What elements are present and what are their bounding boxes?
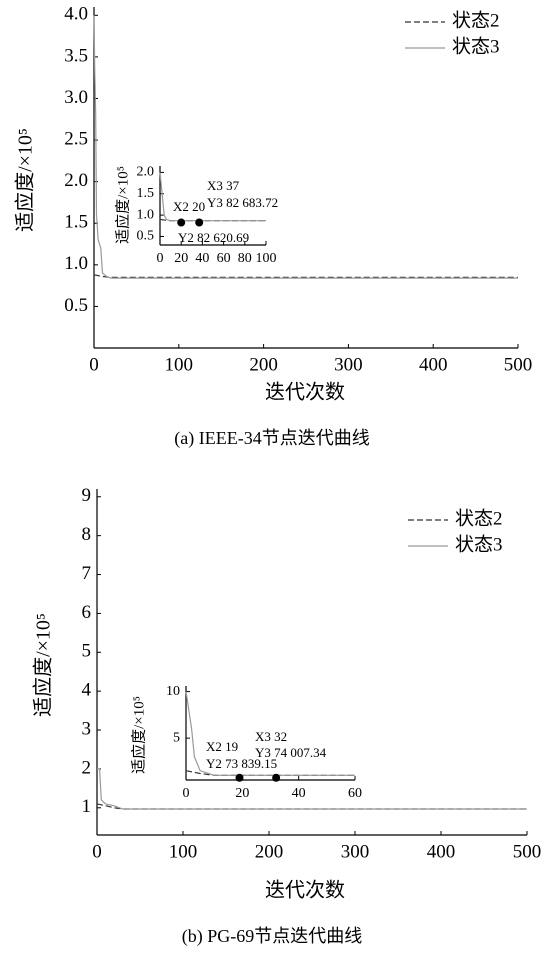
x-tick-label: 20 [174,251,188,266]
x-tick-label: 500 [513,841,542,862]
x-tick-label: 80 [238,251,252,266]
x-axis-label: 迭代次数 [265,879,345,902]
x-tick-label: 100 [165,354,194,375]
series-line [159,172,266,222]
y-tick-label: 2.5 [64,128,88,149]
x-tick-label: 40 [195,251,209,266]
x-tick-label: 40 [292,786,306,801]
x-tick-label: 0 [157,251,164,266]
x-tick-label: 20 [235,786,249,801]
annotation: Y2 73 839.15 [206,756,277,771]
annotation: Y3 74 007.34 [255,745,327,760]
y-tick-label: 4 [82,680,92,701]
inset-y-axis-label: 适应度/×10⁵ [129,696,147,774]
x-tick-label: 400 [419,354,448,375]
annotation: Y2 82 620.69 [178,230,249,245]
series-line [93,15,518,279]
y-tick-label: 10 [166,684,180,699]
x-tick-label: 0 [92,841,102,862]
x-tick-label: 500 [504,354,533,375]
legend-label: 状态2 [455,507,503,529]
x-tick-label: 300 [334,354,363,375]
point-marker [195,218,204,227]
caption: (a) IEEE-34节点迭代曲线 [174,428,369,449]
y-tick-label: 1.0 [137,207,155,222]
y-tick-label: 5 [82,641,92,662]
y-tick-label: 5 [173,730,180,745]
y-tick-label: 9 [82,485,92,506]
y-axis-label: 适应度/×10⁵ [32,613,55,717]
series-line [185,770,355,776]
y-tick-label: 2.0 [137,165,155,180]
y-tick-label: 2.0 [64,170,88,191]
annotation: X3 37 [207,178,240,193]
point-marker [235,773,244,782]
inset-y-axis-label: 适应度/×10⁵ [113,166,131,244]
legend-label: 状态2 [452,9,500,31]
y-tick-label: 1.5 [137,186,155,201]
annotation: X2 19 [206,739,238,754]
annotation: Y3 82 683.72 [207,195,278,210]
x-tick-label: 60 [348,786,362,801]
y-tick-label: 3.0 [64,87,88,108]
x-axis-label: 迭代次数 [265,381,345,404]
series-line [96,803,527,810]
x-tick-label: 400 [427,841,456,862]
y-axis-label: 适应度/×10⁵ [14,128,37,232]
y-tick-label: 8 [82,524,92,545]
legend-label: 状态3 [452,35,500,57]
y-tick-label: 0.5 [137,229,155,244]
x-tick-label: 100 [256,251,277,266]
point-marker [177,218,186,227]
x-tick-label: 0 [183,786,190,801]
y-tick-label: 1 [82,796,92,817]
x-tick-label: 200 [255,841,284,862]
x-tick-label: 100 [169,841,198,862]
y-tick-label: 3 [82,718,92,739]
y-tick-label: 1.5 [64,212,88,233]
y-tick-label: 3.5 [64,45,88,66]
y-tick-label: 1.0 [64,253,88,274]
y-tick-label: 7 [82,563,92,584]
x-tick-label: 200 [249,354,278,375]
point-marker [272,773,281,782]
caption: (b) PG-69节点迭代曲线 [182,926,363,947]
y-tick-label: 2 [82,757,92,778]
annotation: X3 32 [255,729,287,744]
y-tick-label: 6 [82,602,92,623]
y-tick-label: 0.5 [64,295,88,316]
series-line [93,274,518,278]
x-tick-label: 300 [341,841,370,862]
x-tick-label: 60 [217,251,231,266]
y-tick-label: 4.0 [64,4,88,25]
legend-label: 状态3 [455,533,503,555]
series-line [97,768,527,810]
annotation: X2 20 [173,199,205,214]
x-tick-label: 0 [89,354,99,375]
